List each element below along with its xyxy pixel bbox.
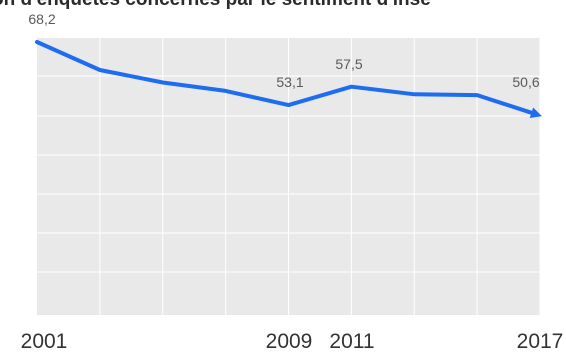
data-label: 57,5: [335, 56, 362, 72]
chart-title: on d'enquêtés concernés par le sentiment…: [0, 0, 431, 11]
series-arrowhead: [529, 107, 542, 119]
x-tick-label: 2009: [266, 330, 313, 352]
x-tick-label: 2017: [517, 330, 564, 352]
data-label: 50,6: [512, 74, 539, 90]
data-label: 68,2: [28, 11, 55, 27]
series-line: [35, 40, 537, 116]
data-label: 53,1: [276, 74, 303, 90]
x-tick-label: 2001: [21, 330, 68, 352]
x-tick-label: 2011: [329, 330, 374, 352]
